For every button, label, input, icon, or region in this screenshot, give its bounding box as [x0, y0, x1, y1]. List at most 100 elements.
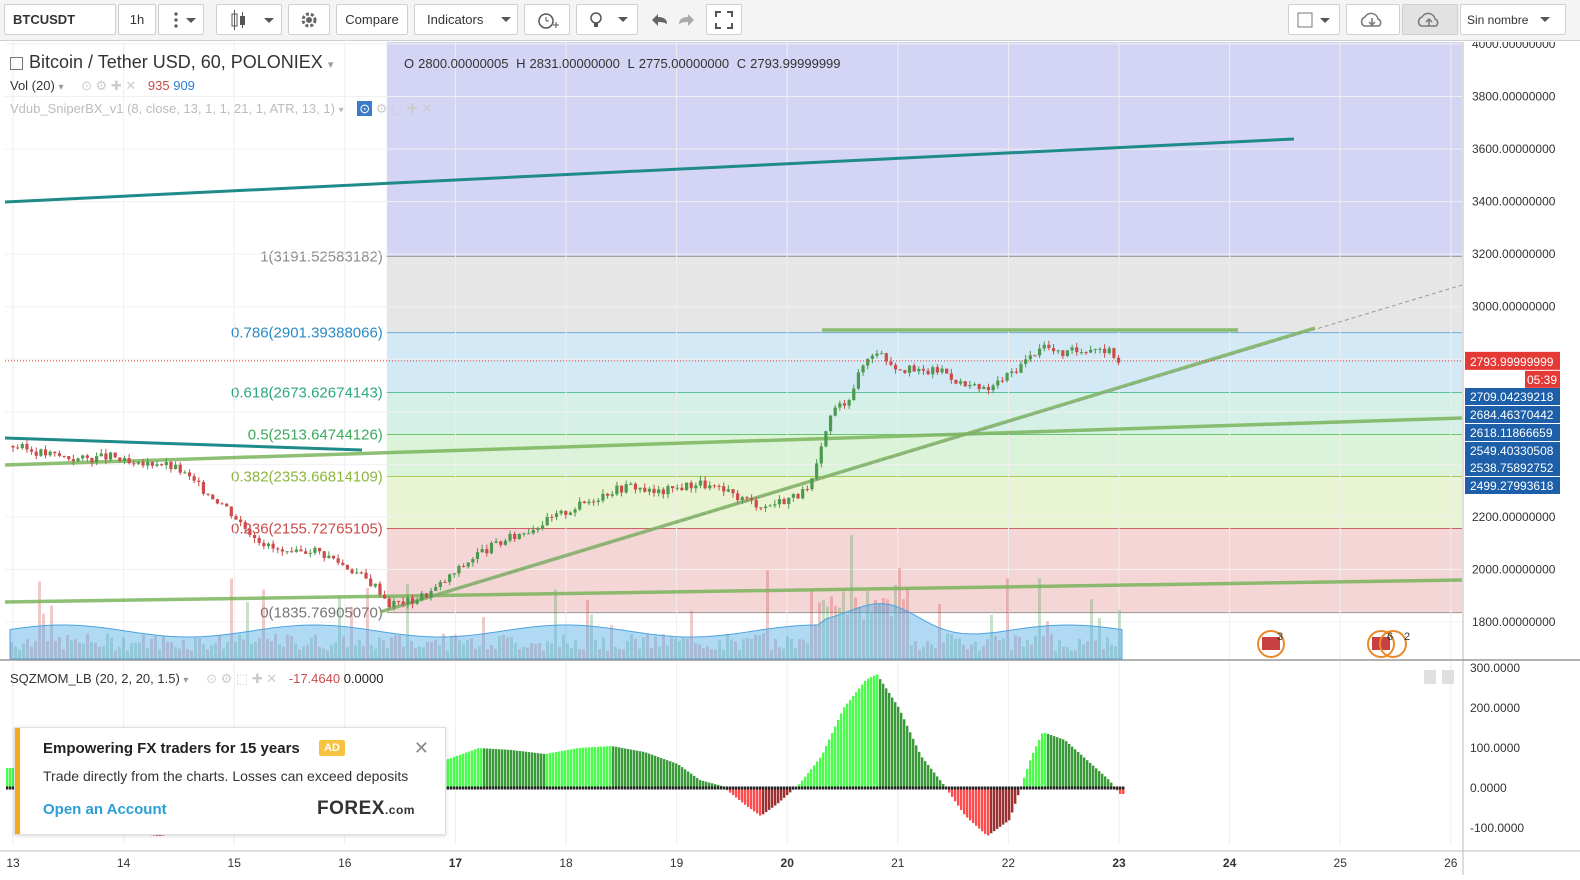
candle-body — [448, 574, 451, 582]
undo-icon[interactable] — [649, 10, 673, 30]
candle-body — [931, 367, 934, 374]
fib-zone — [387, 529, 1462, 613]
color-theme-button[interactable] — [1288, 4, 1340, 35]
squeeze-dot — [450, 787, 452, 790]
collapse-icon[interactable] — [10, 57, 23, 70]
momentum-bar — [564, 750, 566, 788]
momentum-bar — [1011, 788, 1013, 812]
momentum-bar — [510, 750, 512, 788]
chevron-down-icon[interactable]: ▾ — [328, 59, 334, 71]
interval-button[interactable]: 1h — [118, 4, 156, 35]
save-cloud-button[interactable] — [1346, 4, 1400, 35]
candle-body — [625, 484, 628, 492]
squeeze-dot — [696, 787, 698, 790]
squeeze-dot — [858, 787, 860, 790]
volume-ma-value: 909 — [173, 78, 195, 93]
momentum-bar — [672, 762, 674, 788]
squeeze-dot — [540, 787, 542, 790]
momentum-bar — [654, 756, 656, 788]
candle-body — [141, 462, 144, 465]
symbol-input[interactable]: BTCUSDT — [4, 4, 116, 35]
candle-body — [132, 463, 135, 464]
candle-body — [676, 488, 679, 489]
momentum-bar — [477, 748, 479, 788]
momentum-bar — [447, 759, 449, 788]
squeeze-dot — [1104, 787, 1106, 790]
chevron-down-icon[interactable]: ▾ — [183, 675, 188, 686]
candle-body — [522, 533, 525, 534]
momentum-bar — [615, 747, 617, 788]
candle-body — [894, 365, 897, 370]
load-cloud-button[interactable] — [1402, 4, 1458, 35]
squeeze-dot — [684, 787, 686, 790]
momentum-bar — [873, 675, 875, 788]
compare-button[interactable]: Compare — [336, 4, 408, 35]
lightbulb-icon — [582, 9, 632, 31]
squeeze-dot — [903, 787, 905, 790]
indicator-controls-icon[interactable]: ⊙ ⚙ ✚ ✕ — [81, 78, 136, 93]
open-account-link[interactable]: Open an Account — [43, 801, 167, 818]
candle-body — [39, 449, 42, 455]
candle-body — [262, 543, 265, 546]
candle-body — [694, 485, 697, 488]
redo-icon[interactable] — [673, 10, 697, 30]
candle-body — [151, 462, 154, 466]
candle-body — [453, 573, 456, 574]
squeeze-dot — [681, 787, 683, 790]
candle-body — [1001, 381, 1004, 382]
chevron-down-icon[interactable]: ▾ — [58, 82, 63, 93]
momentum-bar — [675, 763, 677, 788]
candle-body — [1010, 372, 1013, 373]
squeeze-dot — [513, 787, 515, 790]
indicators-button[interactable]: Indicators — [414, 4, 518, 35]
squeeze-dot — [729, 787, 731, 790]
momentum-tick-label: 300.0000 — [1470, 661, 1520, 675]
indicator-controls-icon[interactable]: ⚙ ⬚ ✚ ✕ — [376, 101, 433, 116]
candle-body — [1029, 355, 1032, 359]
candle-body — [666, 486, 669, 494]
candle-body — [104, 453, 107, 459]
squeeze-dot — [843, 787, 845, 790]
ideas-button[interactable] — [576, 4, 638, 35]
candle-body — [987, 387, 990, 390]
squeeze-dot — [777, 787, 779, 790]
candle-body — [880, 353, 883, 354]
alert-button[interactable] — [524, 4, 570, 35]
close-icon[interactable]: ✕ — [414, 738, 429, 759]
momentum-bar — [1050, 735, 1052, 788]
eye-icon[interactable]: ⊙ — [357, 101, 372, 116]
fullscreen-button[interactable] — [706, 4, 742, 35]
momentum-bar — [576, 748, 578, 788]
momentum-bar — [741, 788, 743, 802]
fib-zone — [387, 392, 1462, 434]
candle-body — [258, 538, 261, 543]
interval-dropdown[interactable] — [158, 4, 204, 35]
top-toolbar: BTCUSDT 1h Compare Indicators Sin nombre — [0, 0, 1580, 41]
candle-body — [796, 494, 799, 498]
momentum-bar — [1068, 744, 1070, 788]
chart-style-button[interactable] — [216, 4, 282, 35]
ad-banner[interactable]: Empowering FX traders for 15 years AD ✕ … — [14, 727, 446, 835]
candle-body — [290, 551, 293, 552]
candle-body — [555, 513, 558, 517]
candle-body — [940, 369, 943, 373]
candle-body — [388, 599, 391, 607]
squeeze-dot — [921, 787, 923, 790]
squeeze-dot — [918, 787, 920, 790]
chevron-down-icon[interactable]: ▾ — [339, 105, 344, 116]
momentum-bar — [993, 788, 995, 831]
indicator-controls-icon[interactable]: ⊙ ⚙ ⬚ ✚ ✕ — [206, 671, 277, 686]
squeeze-signal-value: 0.0000 — [344, 671, 384, 686]
settings-button[interactable] — [288, 4, 330, 35]
squeeze-dot — [861, 787, 863, 790]
candle-body — [355, 572, 358, 573]
momentum-bar — [501, 749, 503, 788]
layout-name-button[interactable]: Sin nombre — [1460, 4, 1566, 35]
logo-main: FOREX — [317, 798, 385, 819]
candle-body — [230, 506, 233, 516]
squeeze-dot — [633, 787, 635, 790]
candle-body — [861, 366, 864, 373]
candle-body — [1005, 373, 1008, 381]
squeeze-dot — [1098, 787, 1100, 790]
squeeze-dot — [609, 787, 611, 790]
